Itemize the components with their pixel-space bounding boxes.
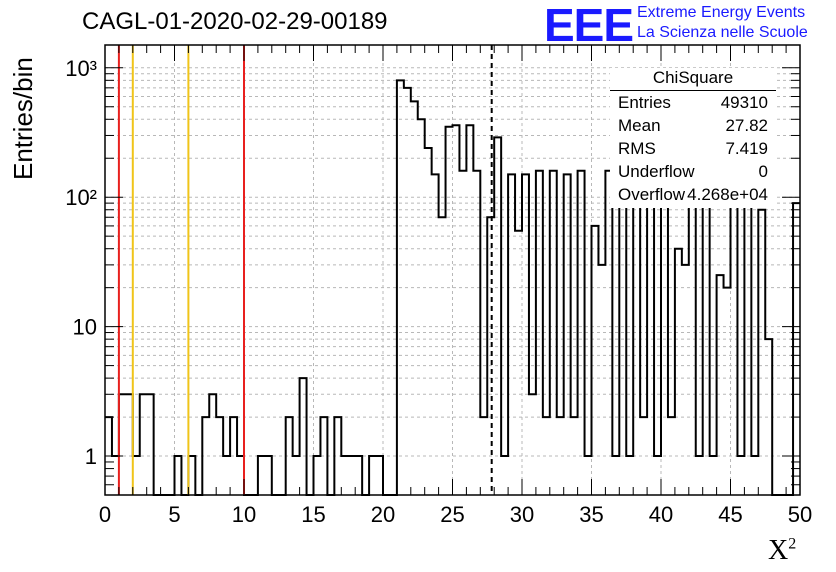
x-tick-label: 30	[510, 502, 534, 527]
stats-box: ChiSquare Entries 49310 Mean 27.82 RMS 7…	[610, 68, 776, 208]
x-tick-label: 15	[301, 502, 325, 527]
x-tick-label: 50	[788, 502, 812, 527]
stats-label: Overflow	[618, 185, 686, 204]
stats-value: 7.419	[725, 139, 768, 158]
stats-label: Mean	[618, 116, 661, 135]
stats-row-mean: Mean 27.82	[610, 114, 776, 137]
stats-row-overflow: Overflow 4.268e+04	[610, 183, 776, 206]
eee-logo: EEE	[544, 0, 634, 51]
stats-title: ChiSquare	[610, 68, 776, 91]
y-tick-label: 10	[73, 315, 97, 340]
x-tick-label: 20	[371, 502, 395, 527]
x-tick-label: 0	[99, 502, 111, 527]
x-tick-label: 35	[579, 502, 603, 527]
logo-line-2: La Scienza nelle Scuole	[637, 24, 808, 41]
stats-value: 27.82	[725, 116, 768, 135]
x-tick-label: 25	[440, 502, 464, 527]
stats-label: Underflow	[618, 162, 695, 181]
stats-row-rms: RMS 7.419	[610, 137, 776, 160]
chart-title: CAGL-01-2020-02-29-00189	[82, 8, 388, 35]
stats-row-entries: Entries 49310	[610, 91, 776, 114]
stats-label: RMS	[618, 139, 656, 158]
stats-value: 4.268e+04	[687, 185, 768, 204]
stats-row-underflow: Underflow 0	[610, 160, 776, 183]
y-axis-label: Entries/bin	[8, 57, 38, 180]
stats-value: 49310	[720, 93, 768, 112]
x-tick-label: 10	[232, 502, 256, 527]
histogram-series	[105, 79, 800, 496]
y-tick-label: 10³	[65, 56, 97, 81]
stats-value: 0	[758, 162, 768, 181]
logo-line-1: Extreme Energy Events	[637, 4, 806, 21]
x-tick-label: 40	[649, 502, 673, 527]
stats-label: Entries	[618, 93, 671, 112]
y-tick-label: 1	[85, 444, 97, 469]
x-axis-label: X2	[768, 535, 797, 566]
y-tick-label: 10²	[65, 185, 97, 210]
x-tick-label: 5	[168, 502, 180, 527]
x-tick-label: 45	[718, 502, 742, 527]
